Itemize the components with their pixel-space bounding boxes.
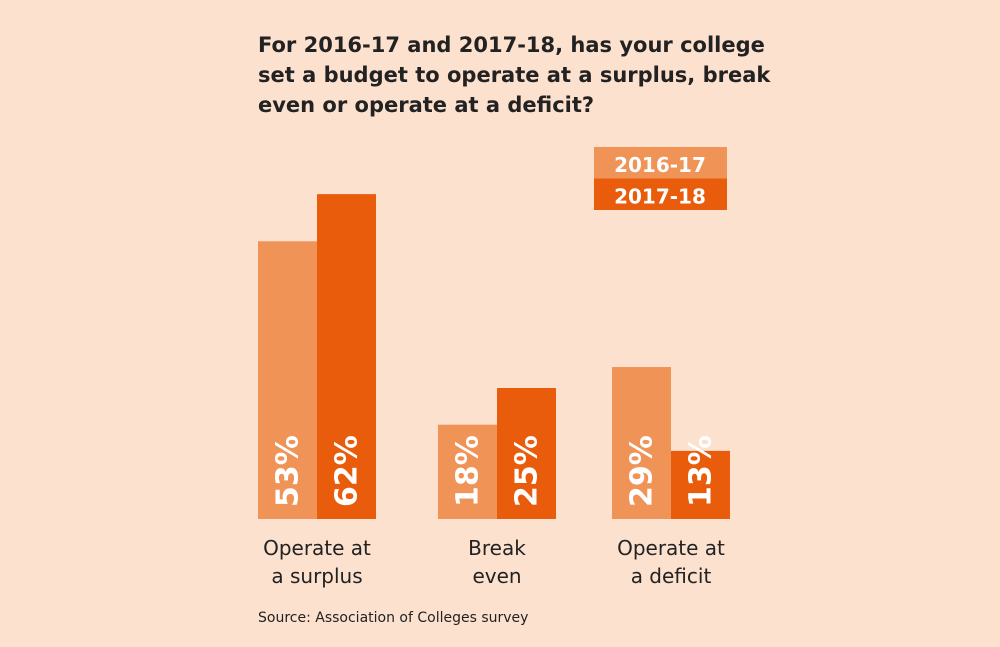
source-note: Source: Association of Colleges survey (258, 610, 529, 626)
data-label: 29% (625, 435, 660, 507)
bar-2017-18-1 (497, 388, 556, 519)
legend-swatch (594, 147, 727, 179)
bar-2016-17-0 (258, 241, 317, 519)
category-label: Break (468, 536, 526, 560)
legend-label: 2016-17 (614, 153, 706, 177)
bar-2017-18-0 (317, 194, 376, 519)
data-label: 25% (510, 435, 545, 507)
legend-swatch (594, 178, 727, 210)
bar-2017-18-2 (671, 450, 730, 519)
bar-2016-17-1 (438, 424, 497, 519)
data-label: 62% (330, 435, 365, 507)
category-label: Operate at (263, 536, 371, 560)
category-label: even (472, 564, 521, 588)
category-label: Operate at (617, 536, 725, 560)
category-label: a deficit (631, 564, 712, 588)
category-label: a surplus (271, 564, 362, 588)
data-label: 18% (451, 435, 486, 507)
bar-2016-17-2 (612, 367, 671, 519)
legend-label: 2017-18 (614, 185, 706, 209)
chart-title: For 2016-17 and 2017-18, has your colleg… (258, 33, 771, 117)
data-label: 13% (684, 435, 719, 507)
data-label: 53% (271, 435, 306, 507)
